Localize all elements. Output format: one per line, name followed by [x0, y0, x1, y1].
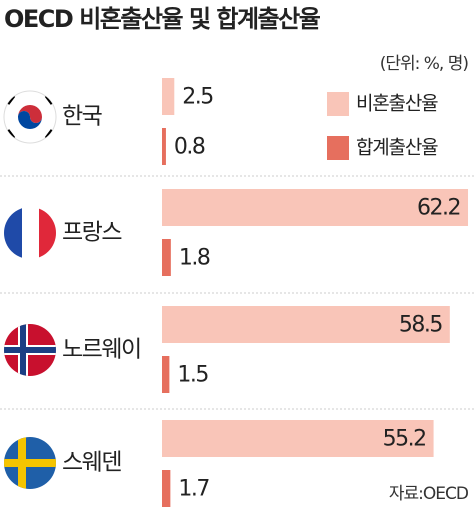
- legend-label: 비혼출산율: [356, 93, 438, 115]
- bar: [162, 239, 171, 276]
- bar: [162, 78, 175, 115]
- value-label: 62.2: [417, 196, 460, 221]
- chart-title: OECD 비혼출산율 및 합계출산율: [4, 5, 321, 33]
- flag-korea: [3, 90, 57, 144]
- value-label: 2.5: [182, 85, 213, 110]
- bar: [162, 128, 166, 165]
- category-label: 한국: [62, 104, 102, 130]
- unit-note: (단위: %, 명): [380, 54, 469, 74]
- bar: [162, 470, 171, 507]
- bar: [162, 306, 450, 343]
- value-label: 55.2: [383, 427, 426, 452]
- bar: [162, 189, 469, 226]
- source: 자료:OECD: [389, 484, 469, 504]
- legend-label: 합계출산율: [356, 137, 438, 159]
- legend-swatch: [327, 92, 349, 116]
- legend-swatch: [327, 136, 349, 160]
- flag-sweden: [4, 437, 56, 489]
- category-label: 노르웨이: [62, 337, 141, 363]
- value-label: 58.5: [399, 313, 442, 338]
- category-label: 스웨덴: [62, 450, 121, 476]
- value-label: 1.8: [179, 246, 210, 271]
- bar: [162, 356, 170, 393]
- flag-france: [4, 207, 56, 259]
- value-label: 1.7: [178, 477, 209, 502]
- bar: [162, 420, 434, 457]
- flag-norway: [4, 324, 56, 376]
- value-label: 0.8: [174, 135, 205, 160]
- category-label: 프랑스: [62, 220, 121, 246]
- value-label: 1.5: [177, 363, 208, 388]
